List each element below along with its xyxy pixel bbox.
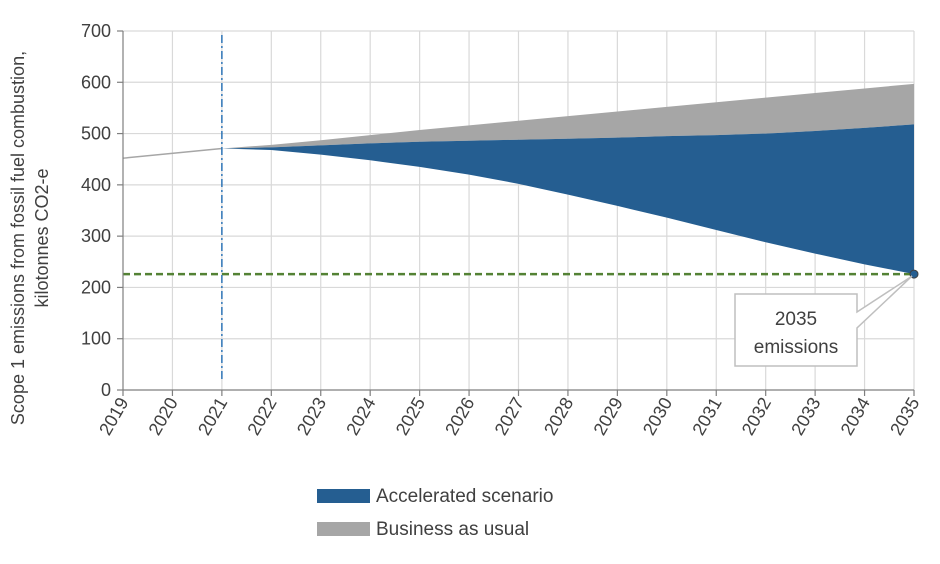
x-tick-label-2020: 2020 xyxy=(145,394,182,439)
x-tick-label-2026: 2026 xyxy=(441,394,478,439)
y-tick-label-200: 200 xyxy=(81,277,111,297)
x-tick-label-2030: 2030 xyxy=(639,394,676,439)
x-tick-label-2029: 2029 xyxy=(589,394,626,439)
legend-swatch-accelerated xyxy=(317,489,370,503)
x-tick-label-2022: 2022 xyxy=(243,394,280,439)
area-accelerated-scenario xyxy=(221,124,914,275)
area-series xyxy=(221,83,914,275)
y-tick-label-500: 500 xyxy=(81,124,111,144)
legend-label-accelerated: Accelerated scenario xyxy=(376,486,553,507)
x-tick-label-2033: 2033 xyxy=(787,394,824,439)
x-tick-label-2019: 2019 xyxy=(95,394,132,439)
x-tick-label-2021: 2021 xyxy=(194,394,231,439)
emissions-callout: 2035 emissions xyxy=(734,275,913,367)
callout-box xyxy=(734,275,913,367)
x-tick-label-2028: 2028 xyxy=(540,394,577,439)
x-tick-label-2025: 2025 xyxy=(392,394,429,439)
callout-text-line1: 2035 xyxy=(775,309,817,330)
legend: Accelerated scenario Business as usual xyxy=(317,486,553,540)
x-tick-label-2032: 2032 xyxy=(738,394,775,439)
x-tick-label-2023: 2023 xyxy=(293,394,330,439)
y-axis-title-line2: kilotonnes CO2-e xyxy=(32,168,52,307)
y-tick-label-400: 400 xyxy=(81,175,111,195)
x-tick-label-2035: 2035 xyxy=(886,394,923,439)
x-tick-label-2024: 2024 xyxy=(342,394,379,439)
y-axis-title-line1: Scope 1 emissions from fossil fuel combu… xyxy=(8,51,28,425)
y-tick-label-600: 600 xyxy=(81,72,111,92)
y-tick-label-0: 0 xyxy=(101,380,111,400)
x-tick-label-2034: 2034 xyxy=(837,394,874,439)
historical-emissions-line xyxy=(122,147,222,159)
area-business-as-usual xyxy=(221,83,914,149)
y-tick-label-300: 300 xyxy=(81,226,111,246)
legend-label-bau: Business as usual xyxy=(376,519,529,540)
callout-text-line2: emissions xyxy=(754,337,838,358)
y-tick-label-100: 100 xyxy=(81,329,111,349)
x-tick-label-2031: 2031 xyxy=(688,394,725,439)
legend-swatch-bau xyxy=(317,522,370,536)
x-tick-label-2027: 2027 xyxy=(491,394,528,439)
y-tick-label-700: 700 xyxy=(81,21,111,41)
